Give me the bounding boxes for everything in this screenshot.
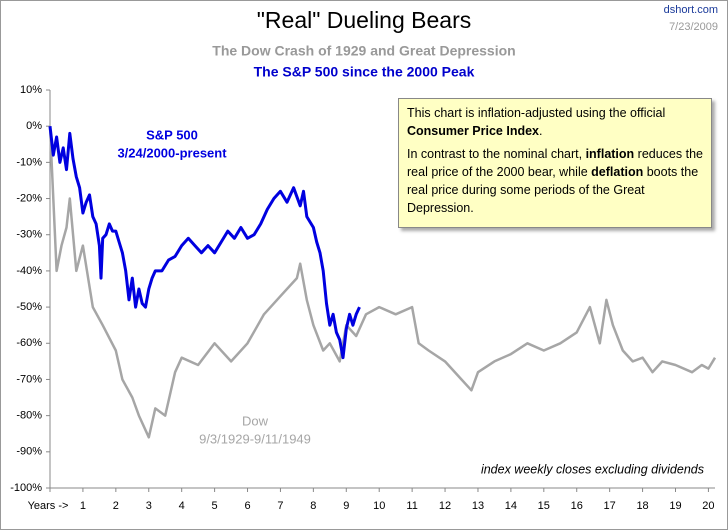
note-text: . [539,124,543,138]
y-tick-label: -80% [16,410,42,422]
x-tick-label: 14 [505,500,517,512]
y-tick-label: -90% [16,446,42,458]
note-text: In contrast to the nominal chart, [407,147,586,161]
x-tick-label: 3 [146,500,152,512]
y-tick-label: -100% [10,482,42,494]
x-tick-label: 16 [571,500,583,512]
note-text: reduces the real price of the 2000 bear,… [407,147,703,179]
note-paragraph: In contrast to the nominal chart, inflat… [407,145,703,217]
series-period: 3/24/2000-present [117,145,227,160]
note-box: This chart is inflation-adjusted using t… [398,98,712,228]
x-tick-label: 18 [636,500,648,512]
x-tick-label: Years -> [28,500,69,512]
y-tick-label: -50% [16,301,42,313]
x-tick-label: 2 [113,500,119,512]
series-period: 9/3/1929-9/11/1949 [199,431,311,446]
y-tick-label: -60% [16,337,42,349]
note-text: Consumer Price Index [407,124,539,138]
y-tick-label: -70% [16,373,42,385]
source: dshort.com [664,4,718,16]
series-label: Dow [242,413,269,428]
footnote: index weekly closes excluding dividends [481,462,704,476]
subtitle2: The S&P 500 since the 2000 Peak [254,64,475,80]
x-tick-label: 7 [277,500,283,512]
x-tick-label: 20 [702,500,714,512]
note-text: inflation [585,147,635,161]
y-tick-label: 0% [26,120,42,132]
series-line [48,126,717,439]
series-line [48,126,361,360]
x-tick-label: 15 [538,500,550,512]
subtitle: The Dow Crash of 1929 and Great Depressi… [212,43,515,59]
x-tick-label: 5 [212,500,218,512]
y-tick-label: -40% [16,265,42,277]
x-tick-label: 13 [472,500,484,512]
date: 7/23/2009 [669,21,718,33]
x-tick-label: 6 [244,500,250,512]
x-tick-label: 9 [343,500,349,512]
note-text: deflation [591,165,644,179]
x-tick-label: 11 [406,500,417,512]
y-tick-label: -30% [16,229,42,241]
note-text: This chart is inflation-adjusted using t… [407,106,666,120]
x-tick-label: 10 [373,500,385,512]
x-tick-label: 1 [80,500,86,512]
note-text: boots the real price during some periods… [407,165,699,215]
x-tick-label: 17 [604,500,616,512]
x-tick-label: 12 [439,500,451,512]
y-tick-label: 10% [20,84,42,96]
series-label: S&P 500 [146,127,198,142]
y-tick-label: -20% [16,192,42,204]
x-tick-label: 8 [310,500,316,512]
y-tick-label: -10% [16,156,42,168]
x-tick-label: 19 [669,500,681,512]
chart-title: "Real" Dueling Bears [257,7,472,33]
note-paragraph: This chart is inflation-adjusted using t… [407,104,703,140]
x-tick-label: 4 [179,500,185,512]
